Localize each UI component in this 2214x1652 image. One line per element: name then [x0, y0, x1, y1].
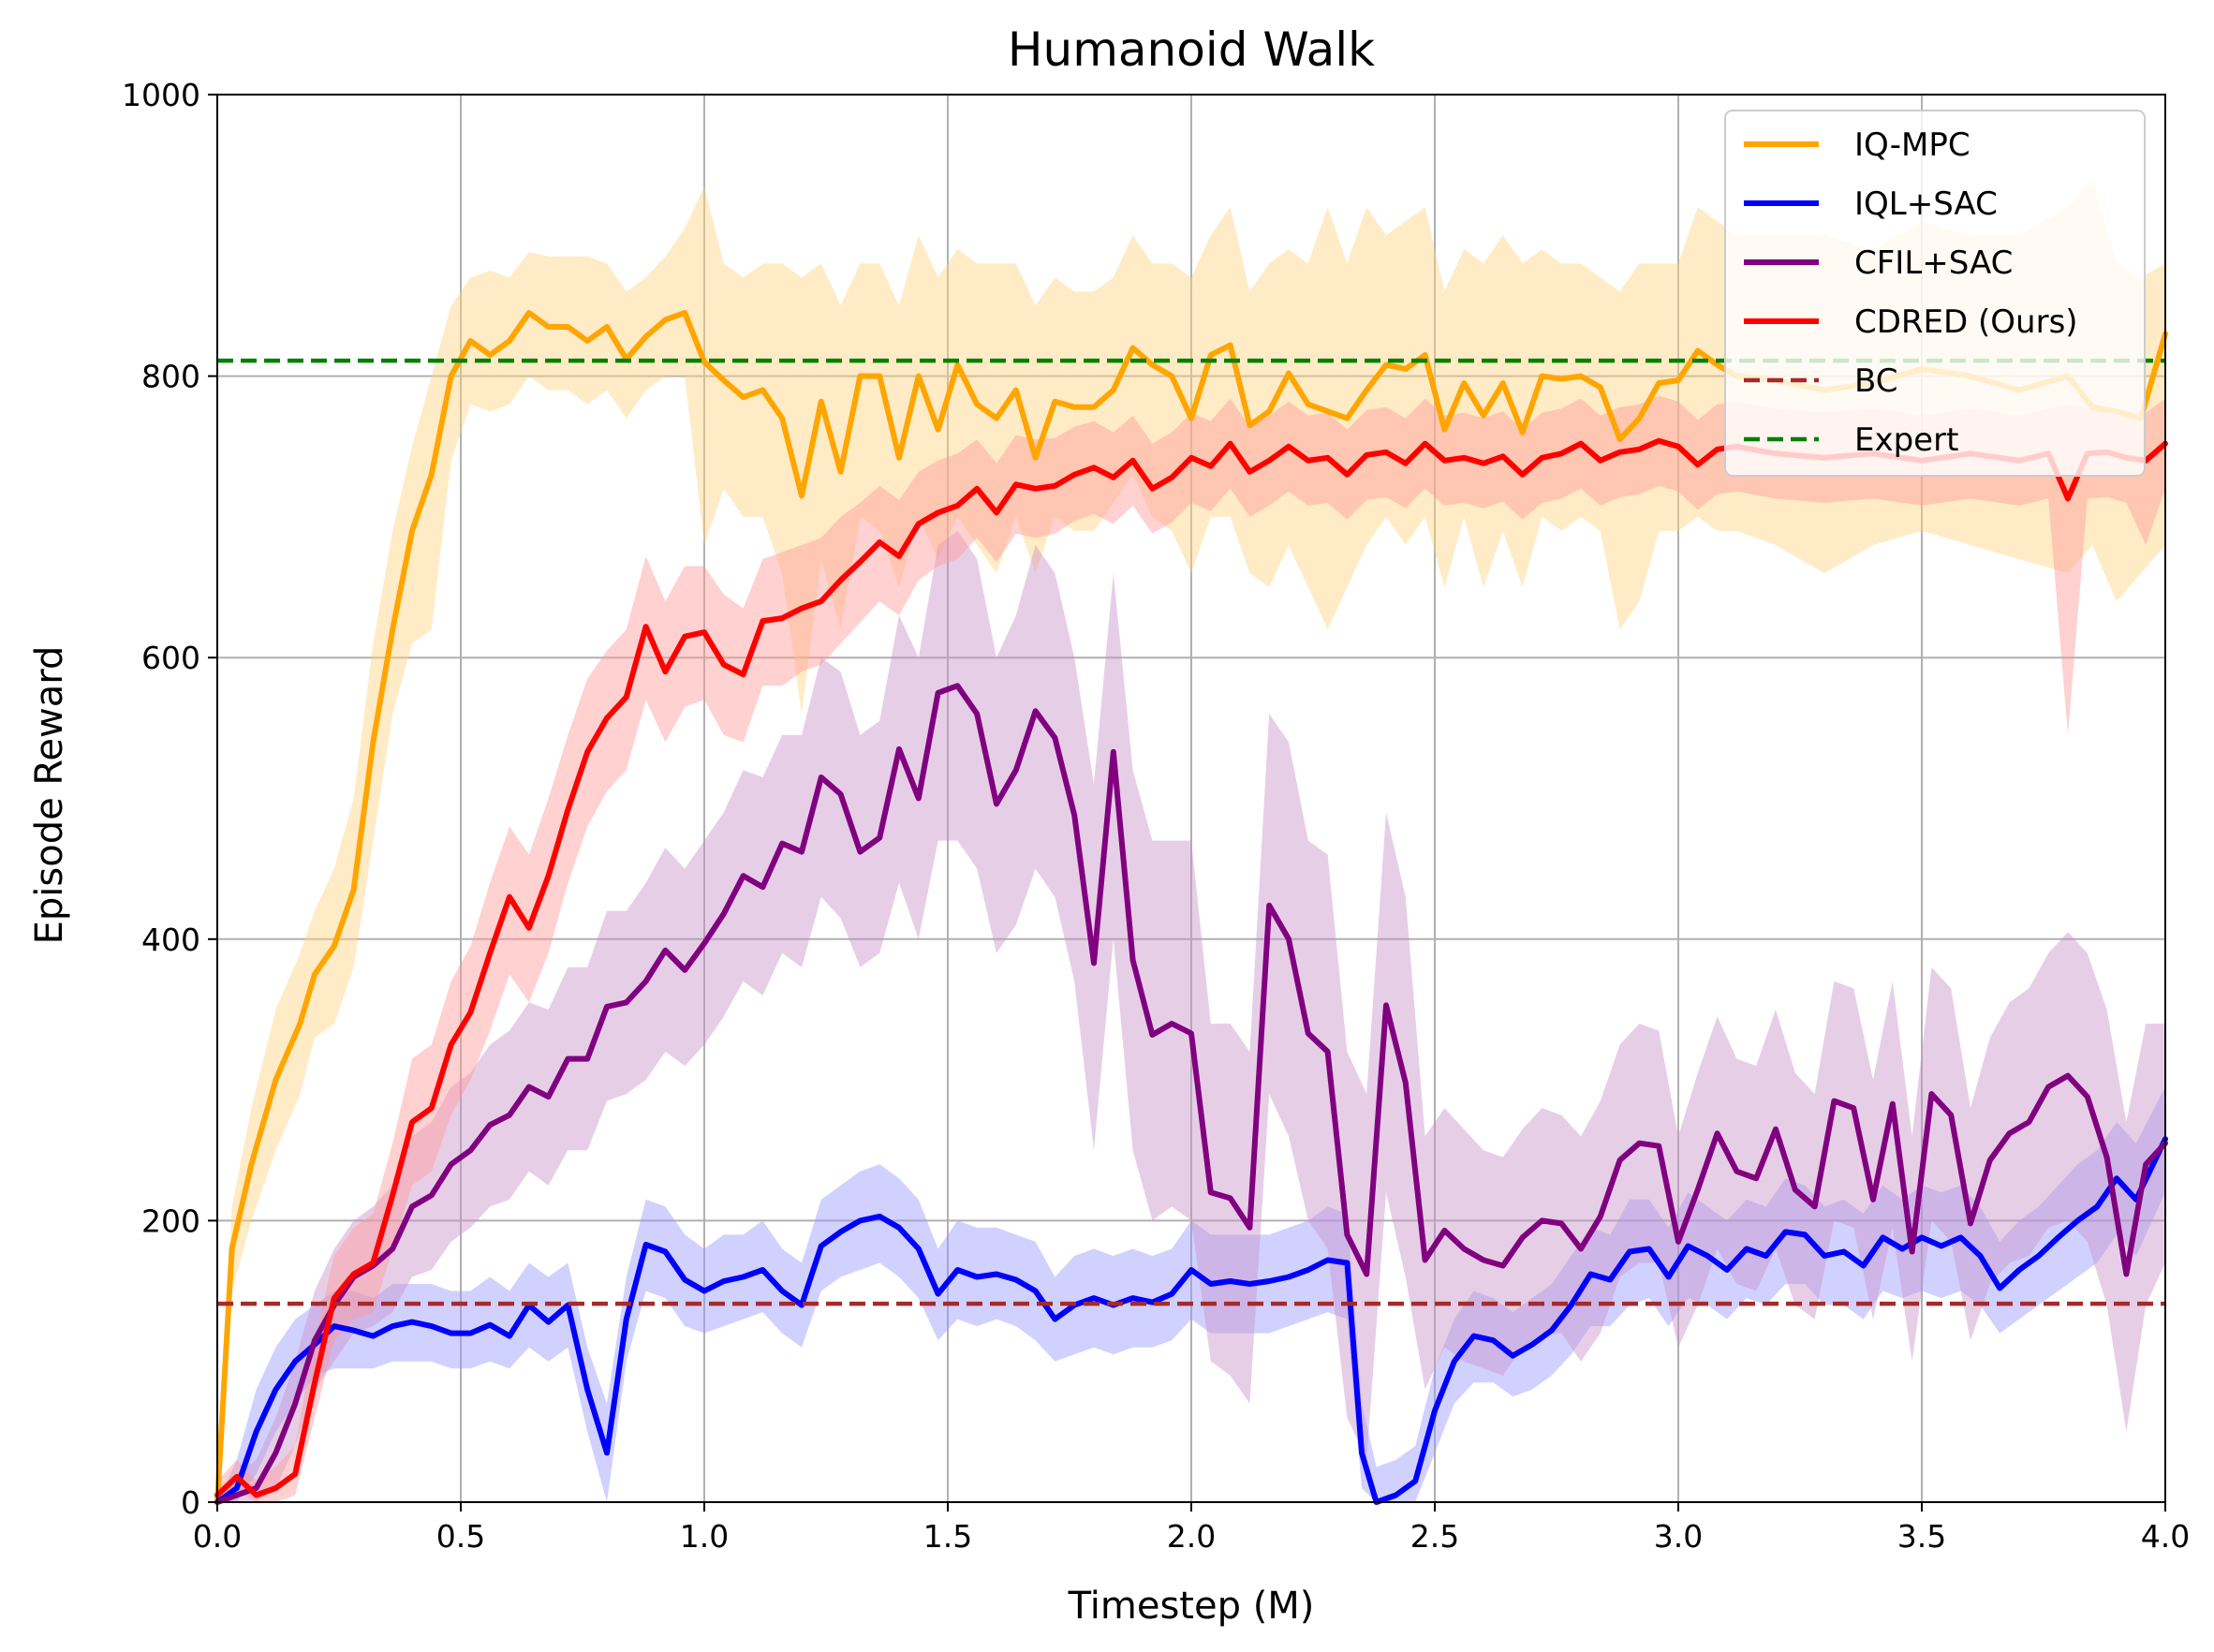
legend-label-iql-sac: IQL+SAC — [1854, 185, 1998, 223]
y-tick-label: 1000 — [122, 77, 200, 113]
x-tick-label: 1.5 — [923, 1518, 972, 1555]
x-axis-label: Timestep (M) — [1068, 1585, 1315, 1628]
legend: IQ-MPC IQL+SAC CFIL+SAC CDRED (Ours) BC Exper… — [1724, 110, 2146, 477]
x-tick-label: 0.0 — [193, 1518, 242, 1555]
x-tick-label: 3.0 — [1654, 1518, 1703, 1555]
y-tick-label: 800 — [141, 359, 200, 395]
cdred-ours-line — [214, 437, 2168, 1498]
y-tick-label: 200 — [141, 1202, 200, 1239]
x-tick-label: 2.5 — [1410, 1518, 1459, 1555]
x-tick-label: 3.5 — [1897, 1518, 1946, 1555]
legend-label-expert: Expert — [1854, 421, 1958, 459]
y-tick-label: 0 — [181, 1484, 200, 1521]
iq-mpc-band — [217, 179, 2165, 1503]
y-tick-label: 600 — [141, 640, 200, 676]
legend-label-cfil-sac: CFIL+SAC — [1854, 244, 2013, 282]
y-tick-label: 400 — [141, 922, 200, 958]
y-axis-label: Episode Reward — [28, 646, 71, 945]
chart-title: Humanoid Walk — [1008, 22, 1375, 77]
legend-label-cdred-ours: CDRED (Ours) — [1854, 303, 2078, 341]
legend-frame — [1724, 110, 2146, 477]
cfil-sac-line — [214, 683, 2168, 1505]
x-tick-label: 4.0 — [2141, 1518, 2190, 1555]
legend-label-bc: BC — [1854, 362, 1897, 400]
axis-ticks: 0.0 0.5 1.0 1.5 2.0 2.5 3.0 3.5 4.0 0 200 400 600 800… — [122, 77, 2190, 1555]
x-tick-label: 0.5 — [436, 1518, 485, 1555]
x-tick-label: 1.0 — [680, 1518, 729, 1555]
iq-mpc-line — [214, 310, 2168, 1505]
series-lines — [214, 310, 2168, 1505]
cdred-ours-band — [217, 395, 2165, 1503]
iql-sac-line — [214, 1136, 2168, 1505]
iql-sac-band — [217, 1086, 2165, 1502]
legend-label-iq-mpc: IQ-MPC — [1854, 126, 1970, 164]
x-tick-label: 2.0 — [1167, 1518, 1216, 1555]
